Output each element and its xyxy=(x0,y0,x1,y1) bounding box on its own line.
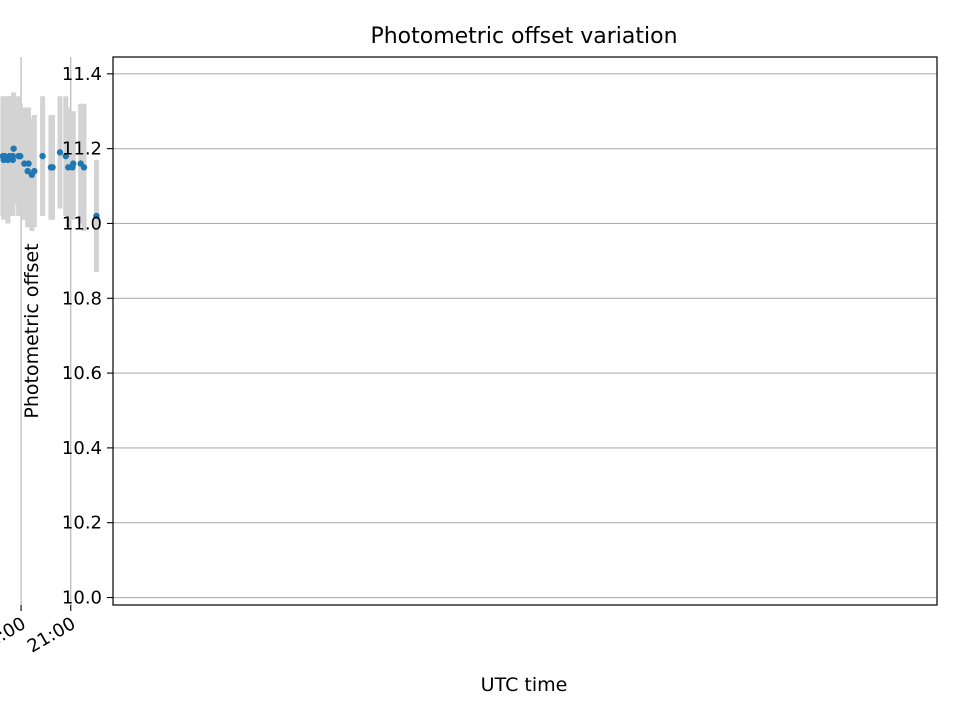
data-point xyxy=(56,149,64,156)
data-point xyxy=(21,160,28,167)
y-tick-label: 10.2 xyxy=(62,513,102,534)
y-axis: 10.0 10.2 10.4 10.6 10.8 11.0 11.2 11.4 xyxy=(62,64,113,609)
data-point xyxy=(93,212,100,220)
x-axis-label: UTC time xyxy=(481,674,568,696)
y-tick-label: 11.2 xyxy=(62,139,102,160)
y-tick-label: 10.6 xyxy=(62,363,102,384)
plot-frame xyxy=(112,56,938,606)
y-tick-label: 10.4 xyxy=(62,438,102,459)
y-tick-label: 10.8 xyxy=(62,288,102,309)
chart-title: Photometric offset variation xyxy=(370,24,677,49)
data-points xyxy=(0,145,100,220)
y-tick-label: 11.0 xyxy=(62,213,102,234)
y-axis-label: Photometric offset xyxy=(21,243,43,418)
data-point xyxy=(10,145,17,152)
data-point xyxy=(15,152,22,160)
data-point xyxy=(39,152,46,160)
data-point xyxy=(47,164,55,171)
data-point xyxy=(77,160,84,167)
data-point xyxy=(62,152,69,160)
data-point xyxy=(28,171,36,179)
y-tick-label: 10.0 xyxy=(62,588,102,609)
data-point xyxy=(0,152,7,160)
data-point xyxy=(65,164,72,171)
y-tick-label: 11.4 xyxy=(62,64,102,85)
data-point xyxy=(24,167,31,175)
